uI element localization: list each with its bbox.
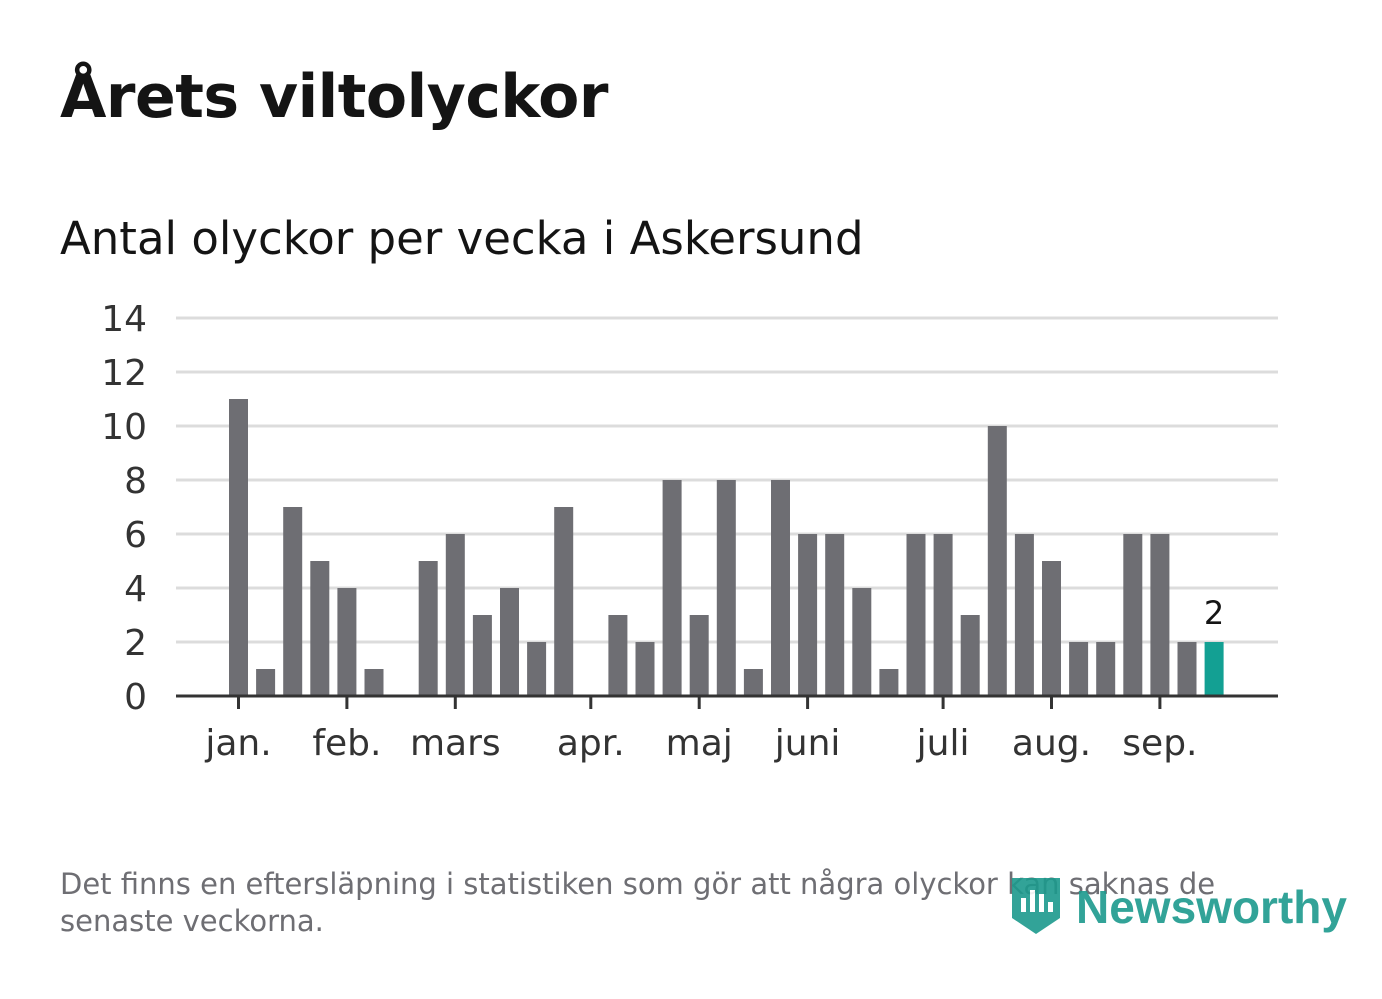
bar [337,588,357,696]
bar [554,507,574,696]
bar [527,642,547,696]
x-tick-label: juni [774,723,841,764]
bar [743,669,763,696]
bar [608,615,628,696]
bar [1150,534,1170,696]
bar [879,669,899,696]
y-tick-label: 6 [124,515,147,556]
x-tick-label: aug. [1012,723,1091,764]
data-label: 2 [1204,594,1224,632]
x-tick-label: juli [916,723,970,764]
brand-name: Newsworthy [1076,881,1347,933]
chart-title: Årets viltolyckor [60,62,609,132]
bar [500,588,519,696]
y-tick-label: 0 [124,677,147,718]
bar [1042,561,1061,696]
bars [229,399,1224,696]
bar [798,534,818,696]
bar [256,669,276,696]
x-tick-label: apr. [557,723,625,764]
bar [229,399,248,696]
bar-highlight [1204,642,1224,696]
x-axis [176,694,1278,709]
x-tick-label: mars [410,723,501,764]
x-tick-label: jan. [204,723,271,764]
y-axis-tick-labels: 0 2 4 6 8 10 12 14 [101,299,147,718]
bar [689,615,709,696]
bar [1096,642,1116,696]
bar [472,615,492,696]
bar [283,507,303,696]
y-tick-label: 12 [101,353,147,394]
data-labels: 2 [1204,594,1224,632]
bar [310,561,330,696]
newsworthy-logo-icon [1010,874,1062,940]
x-tick-label: maj [666,723,733,764]
y-tick-label: 4 [124,569,147,610]
bar [1123,534,1143,696]
bar [771,480,790,696]
bar [906,534,926,696]
bar [987,426,1007,696]
y-tick-label: 14 [101,299,147,340]
y-tick-label: 2 [124,623,147,664]
bar [1177,642,1197,696]
bar [418,561,438,696]
bar [662,480,682,696]
chart-subtitle: Antal olyckor per vecka i Askersund [60,212,864,265]
y-tick-label: 8 [124,461,147,502]
bar [445,534,465,696]
bar [1069,642,1089,696]
y-tick-label: 10 [101,407,147,448]
bar [852,588,872,696]
bar [716,480,736,696]
bar [1014,534,1034,696]
x-tick-label: sep. [1122,723,1197,764]
bar [825,534,845,696]
bar [364,669,384,696]
bar [635,642,655,696]
x-axis-month-labels: jan. feb. mars apr. maj juni juli aug. sep. [204,723,1197,764]
x-tick-label: feb. [312,723,381,764]
bar [933,534,953,696]
bar [960,615,980,696]
brand-logo: Newsworthy [1010,874,1347,940]
